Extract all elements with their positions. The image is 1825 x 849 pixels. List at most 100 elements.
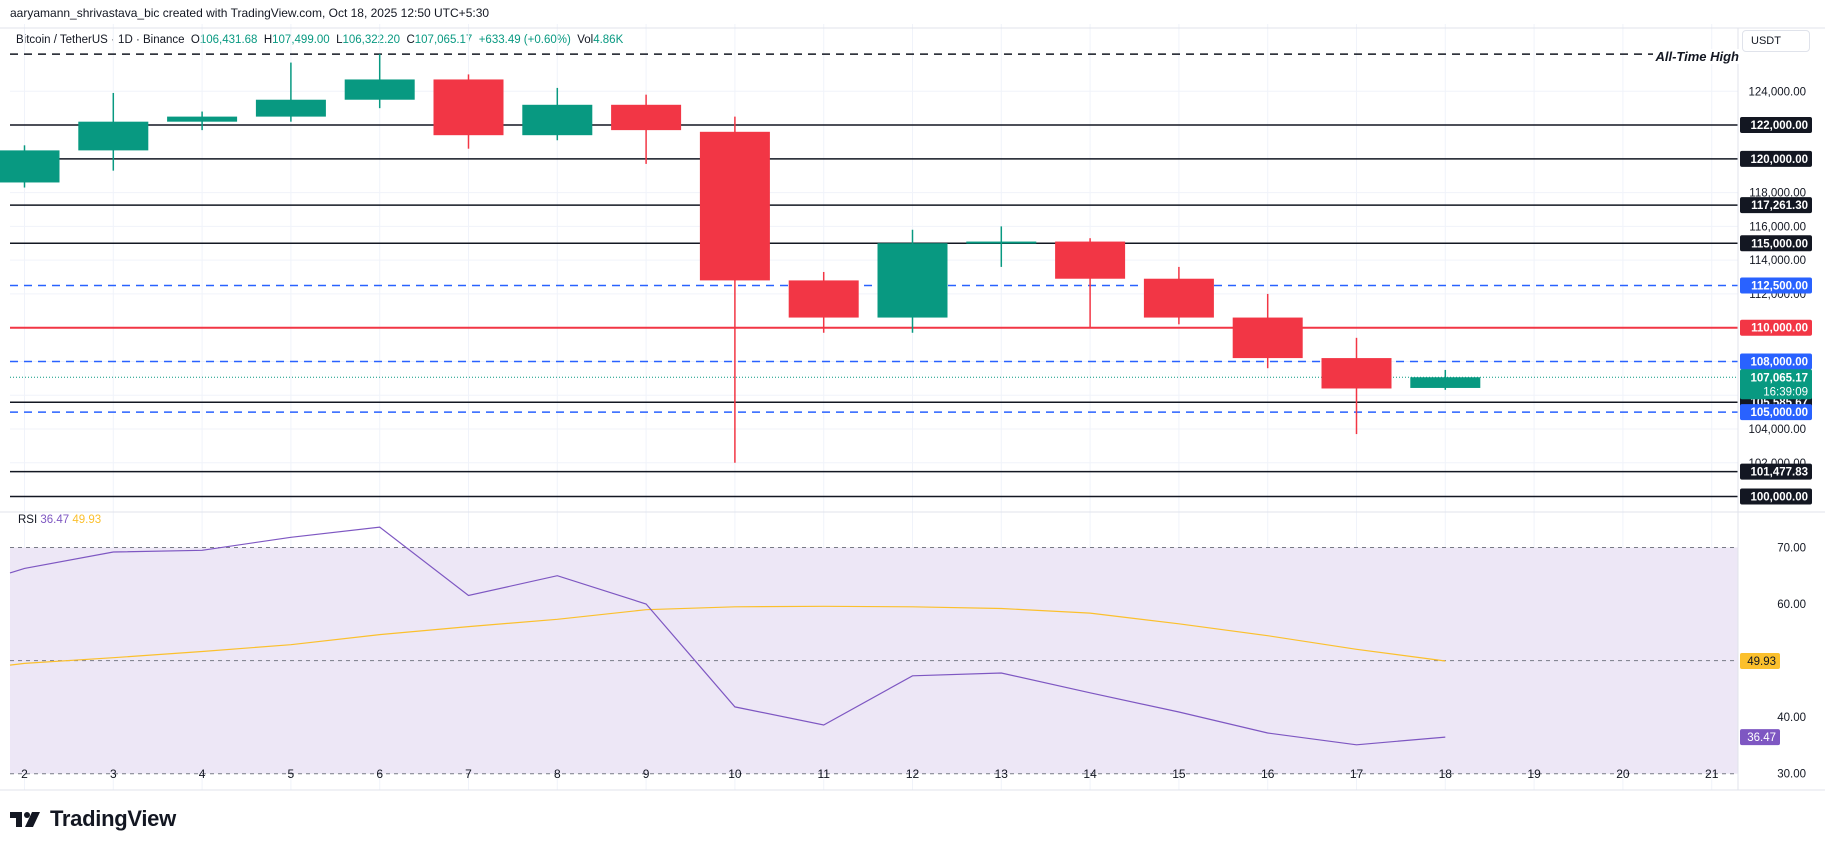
time-tick-label: 14 [1083,767,1097,781]
rsi-pane [9,526,1738,775]
candle-body [877,243,948,318]
candle-body [167,116,238,122]
level-price-label: 110,000.00 [1751,323,1808,335]
time-tick-label: 13 [995,767,1009,781]
close-label: C [406,34,415,46]
level-price-label: 105,000.00 [1750,407,1808,419]
rsi-tick-label: 70.00 [1777,542,1806,554]
time-tick-label: 10 [728,767,742,781]
time-tick-label: 11 [817,767,830,781]
level-price-label: 112,500.00 [1751,280,1808,292]
level-price-label-bg [1740,235,1812,252]
time-tick-label: 9 [643,767,650,781]
level-price-label-bg [1740,463,1812,480]
candle-body [522,104,593,136]
chart-attribution: aaryamann_shrivastava_bic created with T… [10,6,490,20]
low-label: L [336,34,343,46]
all-time-high-label: All-Time High [1653,49,1741,64]
level-price-label-bg [1740,319,1812,336]
price-tick-label: 118,000.00 [1749,188,1806,200]
price-tick-label: 114,000.00 [1749,255,1806,267]
rsi-ma-line [9,605,1446,666]
candle-body [611,104,682,131]
level-price-label-bg [1740,117,1812,134]
price-tick-label: 104,000.00 [1748,424,1806,436]
open-label: O [190,34,200,46]
rsi-ma-axis-bg [1740,652,1780,669]
rsi-ma-axis-label: 49.93 [1747,656,1776,668]
candle-body [1321,358,1392,389]
currency-unit-button[interactable]: USDT [1742,30,1810,52]
last-price-bg [1740,369,1812,400]
open-value: 106,431.68 [199,34,258,46]
rsi-axis-bg [1740,729,1780,746]
tradingview-wordmark: TradingView [50,806,176,831]
rsi-title: RSI [18,514,38,526]
price-tick-label: 116,000.00 [1749,221,1806,233]
time-tick-label: 17 [1350,767,1364,781]
level-price-label-bg [1740,488,1812,505]
time-tick-label: 18 [1439,767,1453,781]
level-price-label-bg [1740,404,1812,421]
high-label: H [263,34,273,46]
level-price-label-bg [1740,353,1812,370]
rsi-line [9,526,1446,746]
level-price-label: 115,000.00 [1751,238,1808,250]
candle-body [966,241,1037,244]
close-value: 107,065.17 [414,34,473,46]
time-tick-label: 16 [1261,767,1275,781]
rsi-axis-label: 36.47 [1747,732,1776,744]
candle-body [433,79,504,136]
symbol-title[interactable]: Bitcoin / TetherUS · 1D · Binance [16,34,185,46]
volume-label: Vol [577,34,594,46]
candle-body [255,99,326,117]
level-price-label: 120,000.00 [1750,154,1808,166]
price-tick-label: 124,000.00 [1748,86,1806,98]
price-labels: 122,000.00 120,000.00 117,261.30 115,000.00… [1740,117,1812,746]
tradingview-logo-icon [10,812,40,827]
time-tick-label: 15 [1172,767,1186,781]
tradingview-logo[interactable]: TradingView [10,806,176,832]
time-tick-label: 8 [554,767,561,781]
time-tick-label: 20 [1616,767,1630,781]
level-price-label: 101,477.83 [1750,467,1808,479]
time-tick-label: 19 [1527,767,1541,781]
candle-body [78,121,149,151]
rsi-tick-label: 30.00 [1777,769,1806,781]
rsi-value: 36.47 [40,514,70,526]
level-price-label-bg [1740,150,1812,167]
level-price-label: 122,000.00 [1750,120,1808,132]
candle-body [1232,317,1303,359]
last-price-label: 107,065.17 [1750,372,1808,384]
level-price-label-bg [1740,197,1812,214]
time-tick-label: 12 [906,767,920,781]
candle-body [788,280,859,318]
rsi-tick-label: 40.00 [1777,712,1806,724]
level-price-label-bg [1740,277,1812,294]
candle-body [0,150,60,183]
candle-body [1143,278,1214,318]
time-tick-label: 3 [110,767,117,781]
bar-countdown-label: 16:39:09 [1763,386,1808,398]
candle-body [344,79,415,100]
time-tick-label: 2 [21,767,28,781]
volume-value: 4.86K [593,34,624,46]
change-value: +633.49 (+0.60%) [478,34,571,46]
candle-body [1410,377,1481,388]
candles [0,54,1481,463]
rsi-tick-label: 60.00 [1777,599,1806,611]
time-tick-label: 4 [199,767,206,781]
ohlc-legend: Bitcoin / TetherUS · 1D · Binance O106,4… [16,34,623,46]
time-tick-label: 6 [376,767,383,781]
level-price-label: 100,000.00 [1750,492,1808,504]
rsi-ma-value: 49.93 [72,514,102,526]
time-tick-label: 5 [288,767,295,781]
horizontal-levels [10,53,1738,498]
rsi-legend: RSI 36.47 49.93 [18,514,101,526]
time-tick-label: 7 [465,767,472,781]
time-tick-label: 21 [1705,767,1719,781]
candle-body [699,131,770,281]
level-price-label: 117,261.30 [1751,200,1808,212]
level-price-label: 108,000.00 [1750,356,1808,368]
